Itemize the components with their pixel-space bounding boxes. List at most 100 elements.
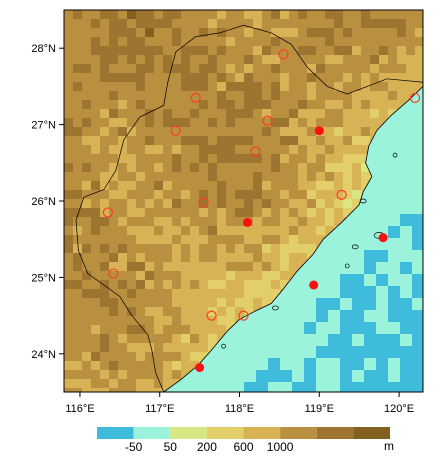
terrain-cell xyxy=(91,37,100,46)
terrain-cell xyxy=(109,235,118,244)
terrain-cell xyxy=(73,109,82,118)
terrain-cell xyxy=(181,226,190,235)
terrain-cell xyxy=(307,172,316,181)
terrain-cell xyxy=(82,379,91,388)
lat-tick-label: 24°N xyxy=(31,349,56,361)
terrain-cell xyxy=(334,82,343,91)
terrain-cell xyxy=(199,226,208,235)
terrain-cell xyxy=(64,262,73,271)
terrain-cell xyxy=(343,145,352,154)
terrain-cell xyxy=(406,28,415,37)
island xyxy=(344,263,350,269)
sea-shallow-cell xyxy=(208,370,220,382)
terrain-cell xyxy=(244,181,253,190)
terrain-cell xyxy=(217,55,226,64)
sea-shallow-cell xyxy=(376,298,388,310)
terrain-cell xyxy=(226,28,235,37)
sea-shallow-cell xyxy=(340,262,352,274)
terrain-cell xyxy=(82,298,91,307)
terrain-cell xyxy=(163,28,172,37)
terrain-cell xyxy=(127,55,136,64)
island xyxy=(221,343,226,349)
terrain-cell xyxy=(307,136,316,145)
terrain-cell xyxy=(145,289,154,298)
terrain-cell xyxy=(82,109,91,118)
terrain-cell xyxy=(136,118,145,127)
terrain-cell xyxy=(100,163,109,172)
sea-shallow-cell xyxy=(376,130,388,142)
terrain-cell xyxy=(100,145,109,154)
sea-shallow-cell xyxy=(316,334,328,346)
colorbar-box xyxy=(316,427,354,439)
terrain-cell xyxy=(271,28,280,37)
terrain-cell xyxy=(208,19,217,28)
terrain-cell xyxy=(154,316,163,325)
terrain-cell xyxy=(136,379,145,388)
terrain-cell xyxy=(109,91,118,100)
terrain-cell xyxy=(244,262,253,271)
terrain-cell xyxy=(226,46,235,55)
sea-shallow-cell xyxy=(352,250,364,262)
sea-shallow-cell xyxy=(376,262,388,274)
sea-shallow-cell xyxy=(412,94,423,106)
sea-shallow-cell xyxy=(328,358,340,370)
terrain-cell xyxy=(361,82,370,91)
terrain-cell xyxy=(181,298,190,307)
terrain-cell xyxy=(136,10,145,19)
terrain-cell xyxy=(361,127,370,136)
terrain-cell xyxy=(82,82,91,91)
terrain-cell xyxy=(109,172,118,181)
terrain-cell xyxy=(208,208,217,217)
terrain-cell xyxy=(127,154,136,163)
terrain-cell xyxy=(343,109,352,118)
sea-shallow-cell xyxy=(412,118,423,130)
terrain-cell xyxy=(406,46,415,55)
terrain-cell xyxy=(271,289,280,298)
terrain-cell xyxy=(82,118,91,127)
terrain-cell xyxy=(226,226,235,235)
terrain-cell xyxy=(91,235,100,244)
terrain-cell xyxy=(91,19,100,28)
terrain-cell xyxy=(280,262,289,271)
terrain-cell xyxy=(208,334,217,343)
terrain-cell xyxy=(289,100,298,109)
terrain-cell xyxy=(298,235,307,244)
terrain-cell xyxy=(127,253,136,262)
terrain-cell xyxy=(100,217,109,226)
terrain-cell xyxy=(244,235,253,244)
terrain-cell xyxy=(316,136,325,145)
terrain-cell xyxy=(163,262,172,271)
sea-shallow-cell xyxy=(388,118,400,130)
terrain-cell xyxy=(163,109,172,118)
terrain-cell xyxy=(64,352,73,361)
terrain-cell xyxy=(91,127,100,136)
terrain-cell xyxy=(181,109,190,118)
sea-shallow-cell xyxy=(388,154,400,166)
terrain-cell xyxy=(145,244,154,253)
terrain-cell xyxy=(325,163,334,172)
station-marker-hollow xyxy=(190,92,201,103)
terrain-cell xyxy=(289,19,298,28)
terrain-cell xyxy=(82,10,91,19)
terrain-cell xyxy=(307,244,316,253)
terrain-cell xyxy=(118,352,127,361)
terrain-cell xyxy=(118,46,127,55)
terrain-cell xyxy=(136,298,145,307)
terrain-cell xyxy=(361,181,370,190)
terrain-cell xyxy=(280,244,289,253)
terrain-cell xyxy=(82,253,91,262)
sea-shallow-cell xyxy=(268,334,280,346)
terrain-cell xyxy=(235,298,244,307)
terrain-cell xyxy=(379,73,388,82)
station-marker-hollow xyxy=(250,146,261,157)
terrain-cell xyxy=(127,289,136,298)
terrain-cell xyxy=(172,334,181,343)
terrain-cell xyxy=(217,163,226,172)
terrain-cell xyxy=(136,253,145,262)
terrain-cell xyxy=(226,136,235,145)
terrain-cell xyxy=(199,307,208,316)
terrain-cell xyxy=(64,289,73,298)
sea-shallow-cell xyxy=(412,190,423,202)
terrain-cell xyxy=(154,199,163,208)
terrain-cell xyxy=(289,28,298,37)
